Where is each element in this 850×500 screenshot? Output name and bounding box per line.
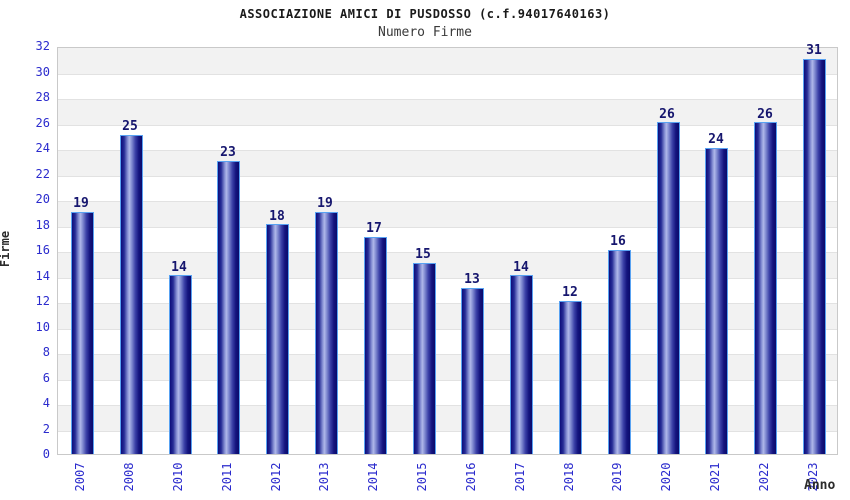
- x-tick-label: 2016: [464, 462, 478, 492]
- y-tick-label: 28: [35, 90, 50, 104]
- gridline: [58, 328, 837, 330]
- bar-value-label: 12: [562, 285, 578, 300]
- gridline: [58, 277, 837, 279]
- y-tick-label: 16: [35, 243, 50, 257]
- x-tick-label: 2012: [269, 462, 283, 492]
- bar-value-label: 26: [757, 107, 773, 122]
- plot-band: [58, 99, 837, 125]
- y-axis-label: Firme: [0, 230, 12, 268]
- x-axis-label: Anno: [804, 478, 836, 493]
- bar-value-label: 31: [806, 43, 822, 58]
- gridline: [58, 430, 837, 432]
- bar-2015: [413, 263, 436, 454]
- x-tick-label: 2021: [708, 462, 722, 492]
- bar-2008: [120, 135, 143, 454]
- y-tick-label: 18: [35, 218, 50, 232]
- y-tick-label: 20: [35, 192, 50, 206]
- x-tick-label: 2008: [122, 462, 136, 492]
- y-tick-label: 12: [35, 294, 50, 308]
- x-tick-label: 2013: [317, 462, 331, 492]
- y-tick-label: 30: [35, 65, 50, 79]
- plot-area: [57, 47, 838, 455]
- gridline: [58, 150, 837, 151]
- x-tick-label: 2018: [562, 462, 576, 492]
- chart-subtitle: Numero Firme: [378, 25, 472, 40]
- bar-2019: [608, 250, 631, 454]
- bar-2021: [705, 148, 728, 454]
- bar-value-label: 25: [122, 119, 138, 134]
- x-tick-label: 2010: [171, 462, 185, 492]
- y-tick-label: 26: [35, 116, 50, 130]
- bar-2023: [803, 59, 826, 454]
- x-tick-label: 2017: [513, 462, 527, 492]
- gridline: [58, 124, 837, 126]
- bar-value-label: 24: [708, 132, 724, 147]
- bar-2012: [266, 224, 289, 454]
- x-tick-label: 2015: [415, 462, 429, 492]
- y-tick-label: 14: [35, 269, 50, 283]
- plot-band: [58, 74, 837, 100]
- gridline: [58, 303, 837, 304]
- x-tick-label: 2007: [73, 462, 87, 492]
- gridline: [58, 99, 837, 100]
- bar-value-label: 15: [415, 247, 431, 262]
- bar-2014: [364, 237, 387, 454]
- bar-2020: [657, 122, 680, 454]
- gridline: [58, 226, 837, 228]
- bar-2017: [510, 275, 533, 454]
- gridline: [58, 252, 837, 253]
- y-tick-label: 22: [35, 167, 50, 181]
- bar-value-label: 23: [220, 145, 236, 160]
- bar-value-label: 17: [366, 221, 382, 236]
- bar-value-label: 19: [317, 196, 333, 211]
- y-tick-label: 32: [35, 39, 50, 53]
- gridline: [58, 354, 837, 355]
- bar-value-label: 26: [659, 107, 675, 122]
- x-tick-label: 2011: [220, 462, 234, 492]
- bar-2013: [315, 212, 338, 454]
- y-tick-label: 24: [35, 141, 50, 155]
- bar-2018: [559, 301, 582, 454]
- bar-value-label: 18: [269, 209, 285, 224]
- bar-2010: [169, 275, 192, 454]
- bar-2016: [461, 288, 484, 454]
- bar-2011: [217, 161, 240, 454]
- plot-band: [58, 48, 837, 74]
- gridline: [58, 201, 837, 202]
- gridline: [58, 405, 837, 406]
- y-tick-label: 8: [42, 345, 50, 359]
- gridline: [58, 73, 837, 75]
- y-tick-label: 0: [42, 447, 50, 461]
- bar-value-label: 16: [610, 234, 626, 249]
- bar-2007: [71, 212, 94, 454]
- bar-value-label: 14: [513, 260, 529, 275]
- x-tick-label: 2019: [610, 462, 624, 492]
- bar-value-label: 19: [73, 196, 89, 211]
- y-tick-label: 6: [42, 371, 50, 385]
- y-tick-label: 4: [42, 396, 50, 410]
- y-tick-label: 2: [42, 422, 50, 436]
- gridline: [58, 379, 837, 381]
- x-tick-label: 2022: [757, 462, 771, 492]
- bar-value-label: 14: [171, 260, 187, 275]
- bar-value-label: 13: [464, 272, 480, 287]
- y-tick-label: 10: [35, 320, 50, 334]
- gridline: [58, 175, 837, 177]
- x-tick-label: 2014: [366, 462, 380, 492]
- x-tick-label: 2020: [659, 462, 673, 492]
- chart-title: ASSOCIAZIONE AMICI DI PUSDOSSO (c.f.9401…: [239, 7, 611, 21]
- bar-2022: [754, 122, 777, 454]
